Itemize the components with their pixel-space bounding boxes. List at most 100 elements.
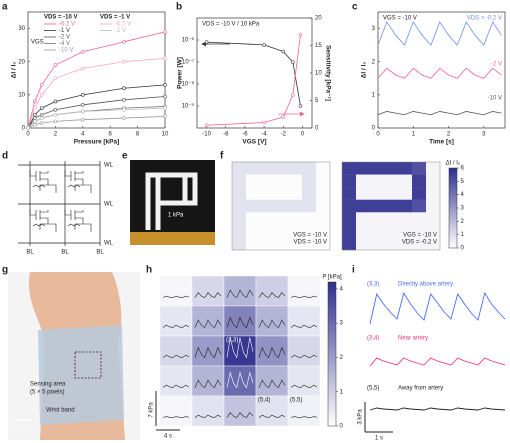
x-tick-label: -4 [261,132,267,138]
colorbar [328,282,336,426]
heat-cell [224,396,256,426]
marker [299,105,302,108]
heat-cell [224,366,256,396]
trace-label: Directly above artery [398,282,453,288]
marker [81,110,84,113]
heat-cell [356,237,370,250]
heat-cell [274,237,288,250]
heat-cell [342,187,356,200]
colorbar-tick-label: 1 [461,232,465,238]
marker [54,113,57,116]
heat-cell [384,225,398,238]
heat-cell [160,396,192,426]
colorbar [449,168,457,248]
marker [40,83,43,86]
heat-cell [412,212,426,225]
heat-cell [256,276,288,306]
marker [33,113,36,116]
heat-cell [160,336,192,366]
y-tick-label: 0 [315,126,319,132]
pressure-trace [370,408,505,410]
marker [81,50,84,53]
heat-cell [288,366,320,396]
panel-label: i [352,265,355,276]
heat-cell [342,162,356,175]
marker [27,127,30,130]
pressure-trace [370,358,505,366]
x-axis-label: Time [s] [429,139,454,146]
heat-cell [356,212,370,225]
heatmap-label: VGS = -10 V [293,233,327,239]
x-tick-label: 3 [482,132,486,138]
legend-entry: -0.2 V [115,22,131,28]
trace-label: Near artery [398,336,428,342]
marker [54,108,57,111]
figure: 1 kPa Sensing area (5 × 5 pixels) Wrist … [0,0,510,443]
heat-cell [260,200,274,213]
heat-cell [232,175,246,188]
marker [164,95,167,98]
y-tick-label: 30 [18,26,25,32]
legend-entry: -2 V [59,35,70,41]
y-tick-label: 10⁻⁷ [182,59,194,66]
series-line [28,85,165,128]
heat-cell [288,276,320,306]
heat-cell [370,200,384,213]
x-tick-label: 2 [447,132,451,138]
x-tick-label: 4 [81,132,85,138]
cell-label: (5,5) [290,398,302,404]
marker [81,118,84,121]
legend-label: VGS [31,40,44,46]
heat-cell [370,162,384,175]
trace-label: Away from artery [398,386,443,392]
colorbar-tick-label: 1 [340,389,344,395]
legend-entry: -1 V [59,28,70,34]
heat-cell [246,212,260,225]
heat-cell [370,237,384,250]
word-line-label: WL [104,202,114,208]
word-line-label: WL [104,163,114,169]
colorbar-tick-label: 2 [461,219,465,225]
y-tick-label: 10⁻⁹ [182,103,195,110]
heat-cell [260,175,274,188]
x-tick-label: 0 [26,132,30,138]
marker [282,116,285,119]
panel-label: d [2,151,8,162]
heat-cell [316,212,330,225]
transistor [30,170,56,193]
x-tick-label: 2 [54,132,58,138]
colorbar-tick-label: 3 [461,206,465,212]
y-axis-label: Power [W] [177,57,184,89]
y-tick-label: 15 [315,43,322,49]
scale-label: 3 kPa [358,409,364,425]
heat-cell [192,276,224,306]
heat-cell [274,212,288,225]
word-line-label: WL [104,241,114,247]
y-tick-label: 1 [372,92,376,98]
panel-label: e [122,151,128,162]
heat-cell [398,200,412,213]
heat-cell [232,200,246,213]
heat-cell [288,187,302,200]
heat-cell [288,162,302,175]
pixel-label: (3,3) [367,282,379,288]
heat-cell [232,225,246,238]
y-axis-label: ΔI / I₀ [11,62,18,79]
heat-cell [246,200,260,213]
heat-cell [246,162,260,175]
y2-axis-label: Sensitivity [kPa⁻¹] [324,45,331,101]
heat-cell [398,162,412,175]
x-tick-label: -8 [223,132,229,138]
annotation: VGS = -10 V [383,16,417,22]
marker [54,77,57,80]
heat-cell [160,366,192,396]
heat-cell [302,162,316,175]
heat-cell [160,276,192,306]
heat-cell [316,187,330,200]
transistor [30,209,56,232]
cell-label: (5,4) [258,398,270,404]
x-axis-label: Pressure [kPa] [74,139,120,146]
heat-cell [342,200,356,213]
marker [205,41,208,44]
scale-label: 4 s [164,434,172,440]
